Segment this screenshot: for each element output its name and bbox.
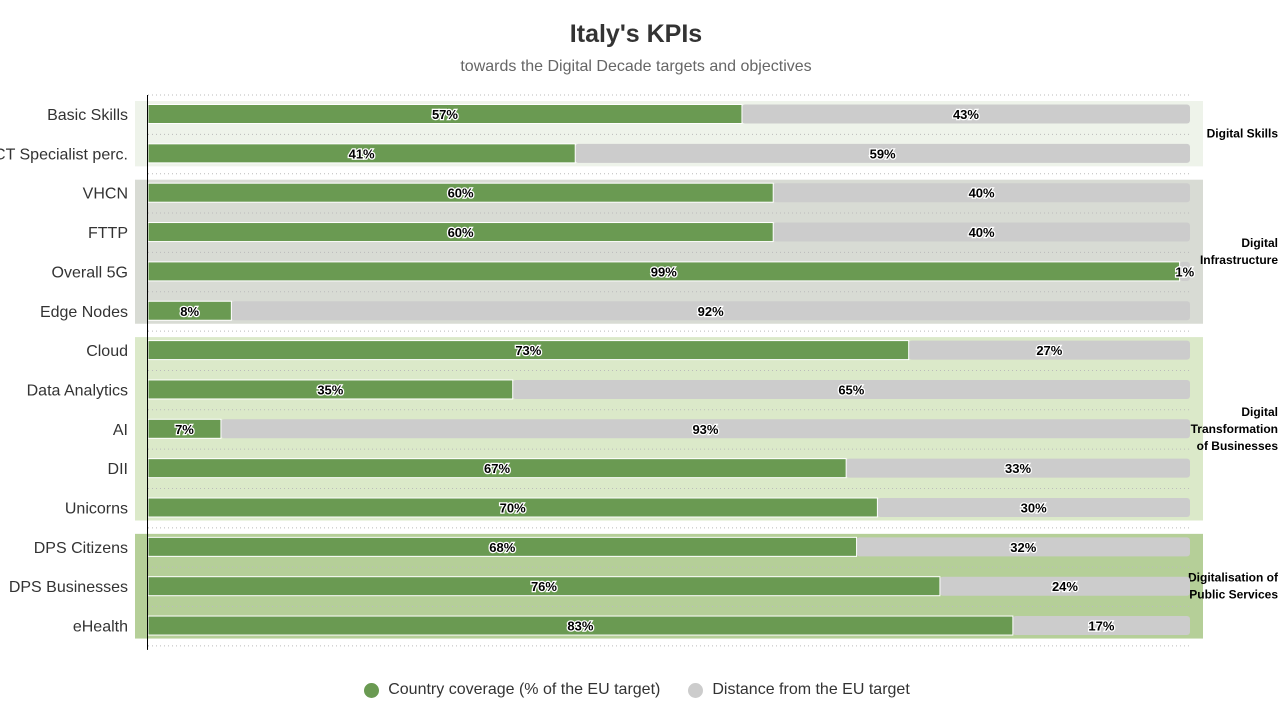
category-label-dii: DII (108, 461, 128, 478)
bar-distance-edge-nodes (231, 301, 1191, 321)
bar-distance-unicorns (877, 498, 1190, 517)
category-label-cloud: Cloud (86, 343, 128, 360)
bar-distance-ai (220, 419, 1190, 439)
group-label-digital: Digital (1241, 236, 1278, 250)
bar-distance-dps-businesses (939, 576, 1190, 596)
data-label-coverage-cloud: 73% (515, 343, 541, 358)
data-label-distance-unicorns: 30% (1021, 501, 1047, 516)
group-label-infrastructure: Infrastructure (1200, 253, 1278, 267)
data-label-coverage-ai: 7% (175, 422, 194, 437)
data-label-coverage-edge-nodes: 8% (180, 304, 199, 319)
legend-item-distance[interactable]: Distance from the EU target (688, 681, 910, 699)
legend-item-coverage[interactable]: Country coverage (% of the EU target) (364, 681, 660, 699)
data-label-distance-basic-skills: 43% (953, 107, 979, 122)
category-label-edge-nodes: Edge Nodes (40, 304, 128, 321)
data-label-distance-ict-specialist-perc: 59% (870, 146, 896, 161)
data-label-distance-dps-businesses: 24% (1052, 579, 1078, 594)
data-label-distance-dps-citizens: 32% (1010, 540, 1036, 555)
data-label-coverage-overall-5g: 99% (651, 264, 677, 279)
data-label-coverage-fttp: 60% (448, 225, 474, 240)
legend-label-coverage: Country coverage (% of the EU target) (388, 681, 661, 698)
legend-label-distance: Distance from the EU target (712, 681, 910, 698)
data-label-coverage-data-analytics: 35% (317, 382, 343, 397)
group-label-digital: Digital (1241, 405, 1278, 419)
data-label-distance-data-analytics: 65% (838, 382, 864, 397)
data-label-distance-overall-5g: 1% (1175, 264, 1194, 279)
category-label-dps-businesses: DPS Businesses (9, 579, 128, 596)
group-label-of-businesses: of Businesses (1197, 439, 1279, 453)
group-label-public-services: Public Services (1189, 588, 1278, 602)
data-label-coverage-vhcn: 60% (448, 186, 474, 201)
category-label-unicorns: Unicorns (65, 501, 128, 518)
data-label-distance-dii: 33% (1005, 461, 1031, 476)
bar-distance-vhcn (773, 183, 1190, 203)
legend-swatch-coverage (364, 682, 380, 698)
data-label-coverage-dps-businesses: 76% (531, 579, 557, 594)
bar-distance-overall-5g (1179, 261, 1190, 281)
category-label-ehealth: eHealth (73, 619, 128, 636)
group-label-transformation: Transformation (1191, 422, 1278, 436)
data-label-distance-vhcn: 40% (969, 186, 995, 201)
bar-distance-fttp (773, 222, 1190, 242)
bar-distance-dps-citizens (856, 537, 1190, 557)
data-label-coverage-basic-skills: 57% (432, 107, 458, 122)
bar-distance-basic-skills (741, 104, 1190, 124)
data-label-distance-cloud: 27% (1036, 343, 1062, 358)
category-label-ict-specialist-perc: ICT Specialist perc. (0, 146, 128, 163)
category-label-fttp: FTTP (88, 225, 128, 242)
data-label-coverage-unicorns: 70% (500, 501, 526, 516)
data-label-coverage-dps-citizens: 68% (489, 540, 515, 555)
category-label-data-analytics: Data Analytics (27, 382, 128, 399)
data-label-distance-ai: 93% (692, 422, 718, 437)
group-label-digitalisation-of: Digitalisation of (1188, 571, 1279, 585)
legend: Country coverage (% of the EU target) Di… (0, 681, 1274, 699)
data-label-distance-edge-nodes: 92% (698, 304, 724, 319)
legend-swatch-distance (688, 682, 704, 698)
bar-distance-ict-specialist-perc (575, 143, 1190, 163)
chart-subtitle: towards the Digital Decade targets and o… (460, 58, 812, 75)
category-label-dps-citizens: DPS Citizens (34, 540, 128, 557)
chart-title: Italy's KPIs (569, 20, 703, 48)
bar-distance-cloud (908, 340, 1190, 360)
bar-distance-ehealth (1012, 616, 1190, 636)
group-band-digital-infrastructure (135, 179, 1203, 324)
data-label-coverage-dii: 67% (484, 461, 510, 476)
data-label-distance-fttp: 40% (969, 225, 995, 240)
category-label-ai: AI (113, 422, 128, 439)
bar-distance-data-analytics (512, 379, 1190, 399)
group-label-digital-skills: Digital Skills (1207, 127, 1279, 141)
data-label-coverage-ict-specialist-perc: 41% (349, 146, 375, 161)
category-label-vhcn: VHCN (83, 186, 128, 203)
category-label-overall-5g: Overall 5G (52, 264, 128, 281)
category-label-basic-skills: Basic Skills (47, 107, 128, 124)
data-label-distance-ehealth: 17% (1088, 619, 1114, 634)
bar-distance-dii (846, 458, 1190, 478)
data-label-coverage-ehealth: 83% (567, 619, 593, 634)
